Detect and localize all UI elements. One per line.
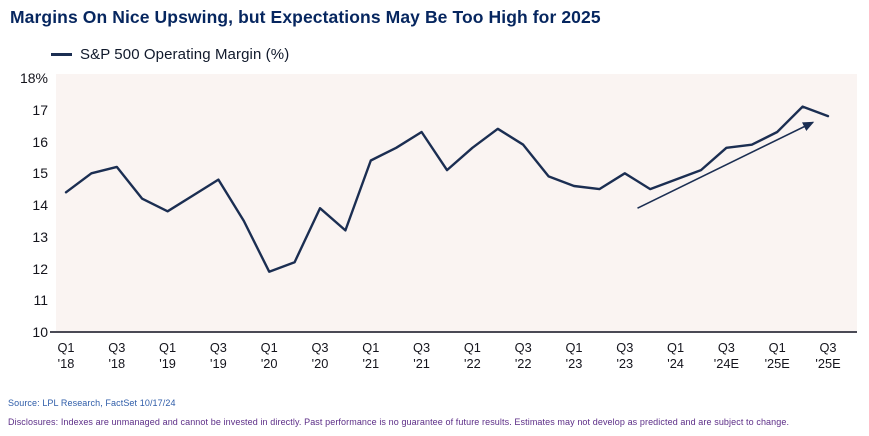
- disclosures-note: Disclosures: Indexes are unmanaged and c…: [8, 417, 790, 427]
- y-tick-label: 16: [32, 133, 48, 150]
- upswing-trend-arrow: [637, 121, 815, 209]
- y-tick-label: 17: [32, 101, 48, 118]
- margin-line-chart: [64, 105, 830, 273]
- x-tick-label: Q3'22: [514, 340, 532, 371]
- y-tick-label: 12: [32, 260, 48, 277]
- x-tick-label: Q1'19: [159, 340, 177, 371]
- x-tick-label: Q1'25E: [764, 340, 790, 371]
- x-tick-label: Q1'23: [565, 340, 583, 371]
- x-axis-line: [50, 331, 857, 333]
- x-tick-label: Q3'18: [108, 340, 126, 371]
- x-tick-label: Q3'25E: [815, 340, 841, 371]
- x-tick-label: Q1'21: [362, 340, 380, 371]
- y-tick-label: 13: [32, 228, 48, 245]
- x-tick-label: Q1'24: [667, 340, 685, 371]
- y-tick-label: 10: [32, 324, 48, 340]
- x-tick-label: Q3'19: [209, 340, 227, 371]
- x-tick-label: Q1'18: [57, 340, 75, 371]
- y-tick-label: 18%: [19, 70, 48, 86]
- x-tick-label: Q3'21: [413, 340, 431, 371]
- y-tick-label: 14: [32, 197, 48, 213]
- source-note: Source: LPL Research, FactSet 10/17/24: [8, 398, 176, 408]
- chart-title: Margins On Nice Upswing, but Expectation…: [10, 7, 601, 27]
- y-tick-label: 11: [33, 292, 48, 309]
- legend: S&P 500 Operating Margin (%): [51, 46, 289, 63]
- x-tick-label: Q3'24E: [713, 340, 739, 371]
- legend-label: S&P 500 Operating Margin (%): [80, 46, 290, 63]
- plot-area: [56, 74, 857, 332]
- x-tick-label: Q1'22: [463, 340, 481, 371]
- y-tick-label: 15: [32, 165, 48, 182]
- operating-margin-series-line: [64, 105, 830, 273]
- x-tick-label: Q3'23: [616, 340, 634, 371]
- x-tick-label: Q1'20: [260, 340, 278, 371]
- x-tick-label: Q3'20: [311, 340, 329, 371]
- legend-line-swatch: [51, 53, 72, 56]
